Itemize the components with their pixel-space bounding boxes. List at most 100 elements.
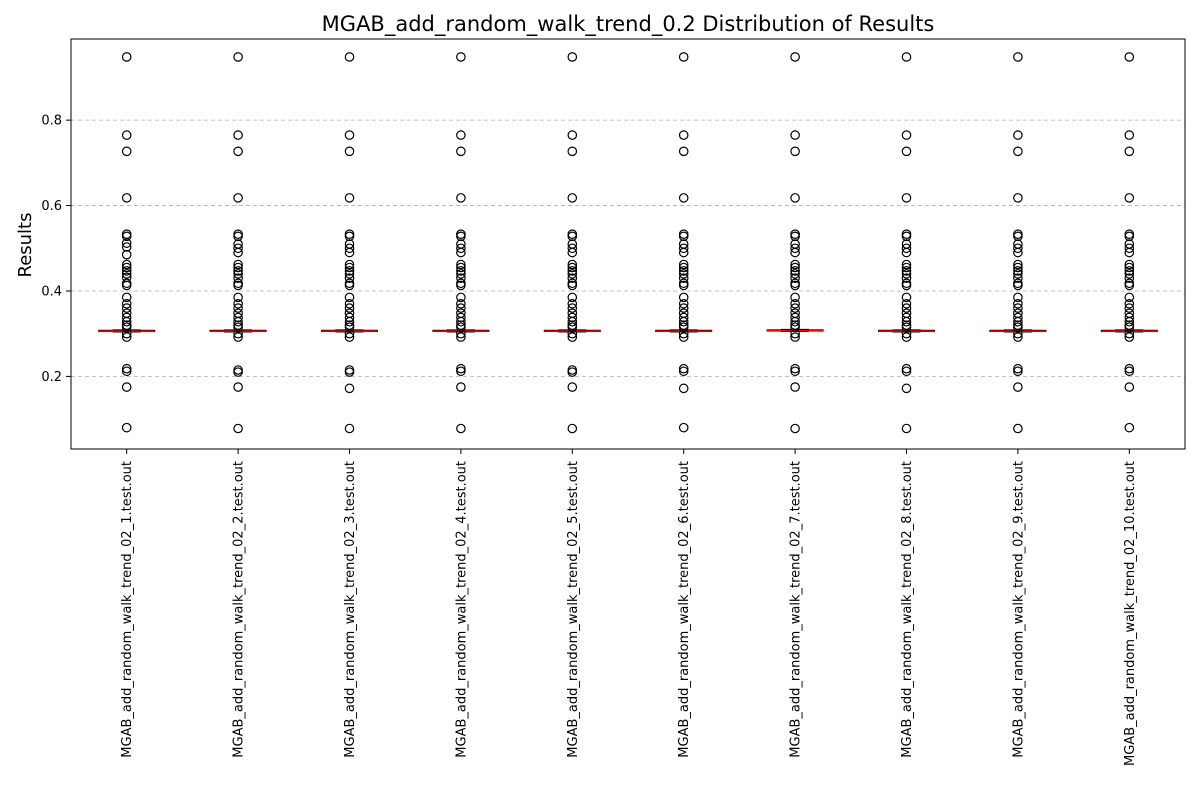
outlier-point	[344, 130, 355, 140]
outlier-point	[233, 52, 243, 62]
outlier-point	[567, 328, 578, 339]
outlier-point	[901, 247, 912, 258]
outlier-point	[678, 292, 689, 303]
outlier-point	[567, 303, 578, 313]
outlier-point	[678, 247, 689, 258]
outlier-point	[678, 312, 689, 323]
outlier-point	[456, 146, 466, 157]
outlier-point	[567, 266, 578, 276]
outlier-point	[567, 243, 578, 254]
outlier-point	[456, 312, 466, 323]
outlier-point	[121, 242, 132, 252]
outlier-point	[678, 422, 689, 433]
outlier-point	[790, 130, 800, 140]
outlier-point	[344, 231, 355, 242]
outlier-point	[1124, 193, 1135, 203]
outlier-point	[790, 193, 800, 203]
outlier-point	[1013, 328, 1023, 339]
outlier-point	[233, 269, 243, 279]
outlier-point	[1124, 366, 1135, 377]
outlier-point	[901, 316, 912, 327]
outlier-point	[344, 292, 355, 303]
outlier-point	[567, 231, 578, 242]
outlier-point	[1013, 298, 1023, 309]
outlier-point	[1013, 382, 1023, 392]
box-group	[766, 328, 824, 333]
outlier-point	[678, 298, 689, 309]
outlier-point	[567, 382, 578, 392]
outlier-point	[121, 130, 132, 140]
outlier-point	[233, 298, 243, 309]
outlier-point	[901, 130, 912, 140]
outlier-point	[456, 280, 466, 291]
outlier-point	[790, 262, 800, 273]
outlier-point	[344, 316, 355, 327]
outlier-point	[1124, 312, 1135, 323]
y-tick-label: 0.8	[41, 114, 62, 129]
outlier-point	[344, 269, 355, 279]
outlier-point	[901, 423, 912, 434]
outlier-point	[790, 316, 800, 327]
outlier-point	[121, 146, 132, 157]
outlier-point	[344, 259, 355, 270]
outlier-point	[121, 193, 132, 203]
outlier-point	[1013, 130, 1023, 140]
outlier-point	[1124, 259, 1135, 270]
outlier-point	[678, 332, 689, 342]
x-tick-label: MGAB_add_random_walk_trend_02_9.test.out	[1011, 461, 1026, 758]
outlier-point	[1013, 52, 1023, 62]
outlier-point	[790, 269, 800, 279]
outlier-point	[456, 332, 466, 342]
outlier-point	[901, 363, 912, 374]
outlier-point	[790, 247, 800, 258]
outlier-point	[121, 422, 132, 433]
chart-title: MGAB_add_random_walk_trend_0.2 Distribut…	[322, 12, 935, 37]
outlier-point	[1124, 146, 1135, 157]
outlier-point	[1013, 303, 1023, 313]
outlier-point	[1013, 322, 1023, 333]
outlier-point	[790, 280, 800, 291]
outlier-point	[233, 423, 243, 434]
outlier-point	[790, 292, 800, 303]
outlier-point	[344, 328, 355, 339]
outlier-point	[233, 273, 243, 283]
outlier-point	[344, 383, 355, 394]
outlier-point	[567, 280, 578, 291]
outlier-point	[456, 269, 466, 279]
y-tick-label: 0.6	[41, 199, 62, 214]
x-tick-label: MGAB_add_random_walk_trend_02_4.test.out	[454, 461, 469, 758]
x-tick-label: MGAB_add_random_walk_trend_02_3.test.out	[343, 461, 358, 758]
outlier-point	[678, 266, 689, 276]
outlier-point	[1124, 332, 1135, 342]
outlier-point	[1124, 231, 1135, 242]
outlier-point	[121, 366, 132, 377]
outlier-point	[233, 292, 243, 303]
outlier-point	[1013, 292, 1023, 303]
outlier-point	[344, 423, 355, 434]
outlier-point	[1124, 52, 1135, 62]
outlier-point	[790, 243, 800, 254]
outlier-point	[233, 312, 243, 323]
outlier-point	[344, 280, 355, 291]
outlier-point	[901, 328, 912, 339]
outlier-point	[1013, 266, 1023, 276]
outlier-point	[233, 328, 243, 339]
outlier-point	[121, 298, 132, 309]
outlier-point	[344, 367, 355, 377]
outlier-point	[456, 193, 466, 203]
outlier-point	[456, 423, 466, 434]
outlier-point	[567, 316, 578, 327]
outlier-point	[790, 312, 800, 323]
outlier-point	[567, 130, 578, 140]
outlier-point	[233, 280, 243, 291]
outlier-point	[567, 269, 578, 279]
outlier-point	[233, 262, 243, 273]
outlier-point	[678, 130, 689, 140]
outlier-point	[233, 130, 243, 140]
outlier-point	[678, 363, 689, 374]
outlier-point	[1124, 298, 1135, 309]
outlier-point	[1124, 266, 1135, 276]
outlier-point	[1013, 259, 1023, 270]
outlier-point	[344, 146, 355, 157]
outlier-point	[1013, 273, 1023, 283]
